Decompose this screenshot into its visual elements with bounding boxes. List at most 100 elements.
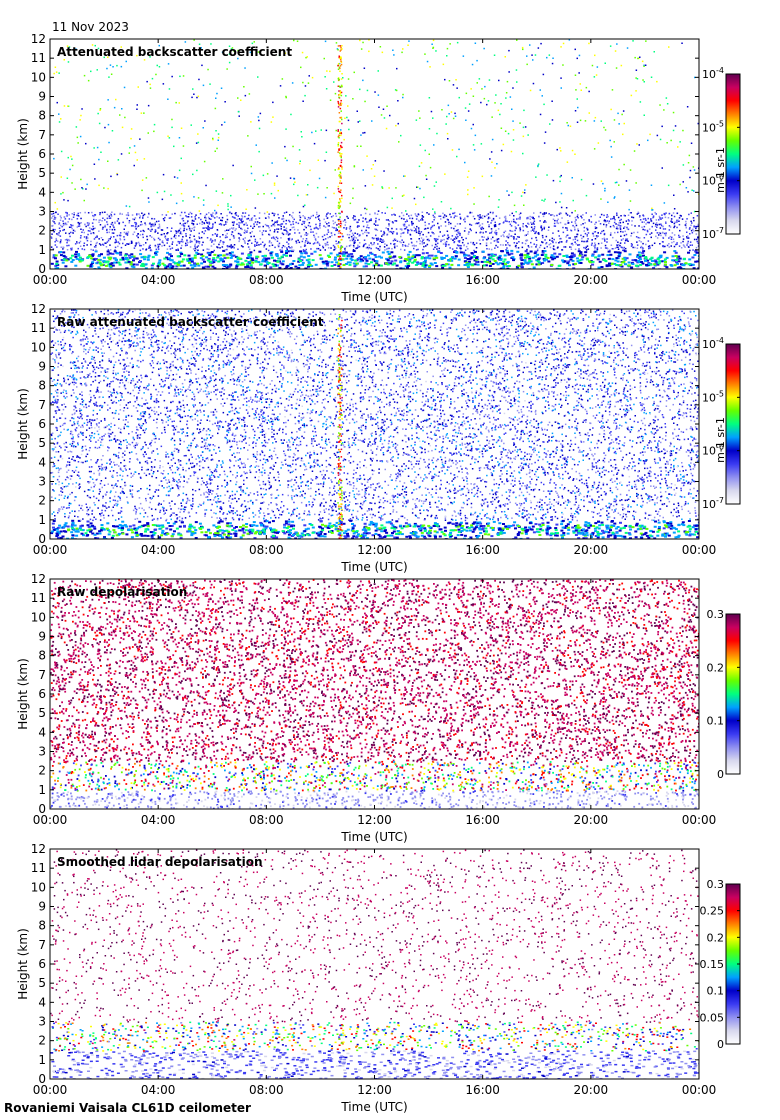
y-tick-label: 12 [31,842,46,856]
panel-4: Smoothed lidar depolarisation01234567891… [16,842,741,1114]
x-tick-label: 20:00 [574,813,609,827]
x-tick-label: 08:00 [249,1083,284,1097]
y-tick-label: 6 [38,147,46,161]
x-tick-label: 12:00 [357,1083,392,1097]
y-tick-label: 9 [38,630,46,644]
colorbar-tick-label: 10-4 [702,66,724,81]
y-tick-label: 11 [31,591,46,605]
y-tick-label: 6 [38,957,46,971]
y-tick-label: 4 [38,995,46,1009]
y-tick-label: 5 [38,976,46,990]
y-tick-label: 12 [31,302,46,316]
colorbar-tick-label: 0.05 [700,1011,725,1024]
x-tick-label: 08:00 [249,543,284,557]
x-tick-label: 00:00 [682,273,717,287]
panel-2: Raw attenuated backscatter coefficient 0 1… [16,302,741,574]
x-tick-label: 12:00 [357,273,392,287]
x-tick-label: 04:00 [141,1083,176,1097]
y-tick-label: 5 [38,436,46,450]
y-tick-label: 5 [38,706,46,720]
y-tick-label: 8 [38,919,46,933]
x-tick-label: 04:00 [141,273,176,287]
y-tick-label: 2 [38,224,46,238]
x-tick-label: 20:00 [574,543,609,557]
x-tick-label: 00:00 [682,543,717,557]
y-tick-label: 10 [31,70,46,84]
y-tick-label: 0 [38,1072,46,1086]
plot-area [50,39,699,269]
y-tick-label: 11 [31,861,46,875]
plot-area [50,309,699,539]
colorbar-tick-label: 10-7 [702,496,724,511]
x-tick-label: 00:00 [33,543,68,557]
y-tick-label: 7 [38,398,46,412]
colorbar-tick-label: 0.3 [707,608,725,621]
y-tick-label: 3 [38,475,46,489]
x-tick-label: 12:00 [357,543,392,557]
x-axis-label: Time (UTC) [340,1100,407,1114]
y-tick-label: 10 [31,880,46,894]
y-tick-label: 12 [31,572,46,586]
colorbar: 0 0.1 0.2 0.3 [707,608,741,781]
colorbar-label: m-1 sr-1 [714,147,727,193]
y-tick-label: 1 [38,783,46,797]
y-tick-label: 0 [38,532,46,546]
y-tick-label: 9 [38,90,46,104]
colorbar-tick-label: 0 [717,768,724,781]
plot-area [50,849,699,1079]
y-tick-label: 3 [38,745,46,759]
colorbar: 10-710-610-510-4m-1 sr-1 [702,336,741,511]
panel-title: Smoothed lidar depolarisation [57,855,263,869]
y-tick-label: 8 [38,649,46,663]
colorbar: 10-710-610-510-4m-1 sr-1 [702,66,741,241]
colorbar: 0 0.05 0.1 0.15 0.2 0.25 0.3 [700,878,741,1051]
colorbar-tick-label: 10-5 [702,389,724,404]
y-axis-label: Height (km) [16,388,30,459]
y-tick-label: 7 [38,668,46,682]
y-tick-label: 10 [31,610,46,624]
y-tick-label: 2 [38,1034,46,1048]
heatmap-field [50,849,699,1079]
heatmap-field [50,579,699,809]
heatmap-field [50,39,699,269]
y-tick-label: 4 [38,725,46,739]
x-tick-label: 00:00 [33,813,68,827]
x-tick-label: 16:00 [465,1083,500,1097]
x-tick-label: 20:00 [574,273,609,287]
colorbar-tick-label: 0.2 [707,931,725,944]
y-tick-label: 10 [31,340,46,354]
heatmap-field [50,309,699,539]
colorbar-tick-label: 0.25 [700,905,725,918]
panel-title: Raw attenuated backscatter coefficient [57,315,324,329]
colorbar-tick-label: 0.2 [707,661,725,674]
y-tick-label: 7 [38,128,46,142]
colorbar-tick-label: 10-4 [702,336,724,351]
x-tick-label: 00:00 [682,1083,717,1097]
y-tick-label: 9 [38,900,46,914]
x-tick-label: 20:00 [574,1083,609,1097]
y-tick-label: 11 [31,51,46,65]
x-tick-label: 16:00 [465,273,500,287]
x-axis-label: Time (UTC) [340,830,407,844]
colorbar-label: m-1 sr-1 [714,417,727,463]
y-tick-label: 8 [38,109,46,123]
x-tick-label: 16:00 [465,543,500,557]
x-tick-label: 12:00 [357,813,392,827]
colorbar-gradient [725,343,741,505]
y-tick-label: 4 [38,185,46,199]
y-tick-label: 0 [38,802,46,816]
y-tick-label: 7 [38,938,46,952]
y-tick-label: 2 [38,494,46,508]
y-tick-label: 6 [38,687,46,701]
y-tick-label: 1 [38,243,46,257]
x-tick-label: 00:00 [682,813,717,827]
x-tick-label: 16:00 [465,813,500,827]
colorbar-tick-label: 0 [717,1038,724,1051]
y-tick-label: 11 [31,321,46,335]
y-tick-label: 3 [38,205,46,219]
y-tick-label: 6 [38,417,46,431]
y-tick-label: 5 [38,166,46,180]
